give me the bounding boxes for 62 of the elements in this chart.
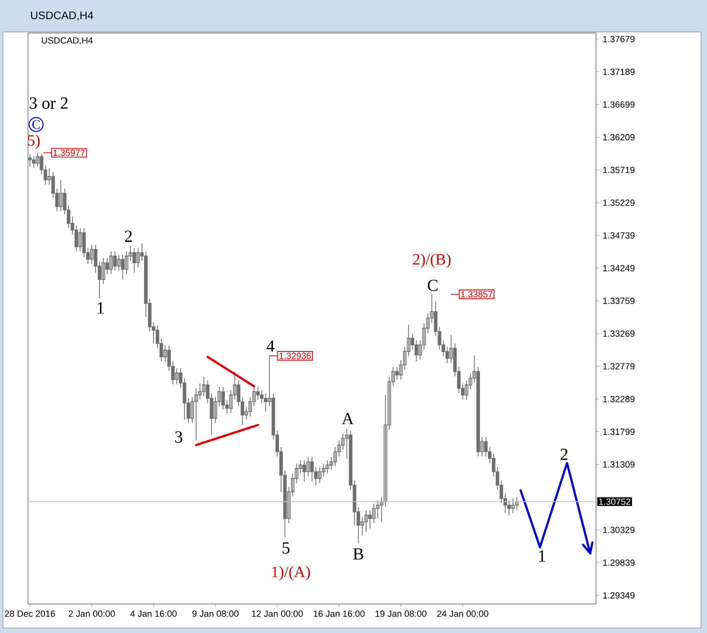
candlestick [132, 248, 136, 274]
candlestick [302, 460, 306, 482]
annotation: 1)/(A) [272, 566, 310, 580]
y-tick-label: 1.36209 [603, 134, 635, 140]
x-tick-label: 2 Jan 00:00 [68, 610, 115, 617]
annotation: 2 [560, 448, 568, 460]
annotation: 4 [266, 340, 274, 352]
candlestick [326, 460, 330, 474]
annotation: A [342, 412, 354, 424]
x-tick-label: 24 Jan 00:00 [437, 610, 488, 617]
y-tick-label: 1.29839 [603, 559, 635, 566]
y-tick-label: 1.33269 [603, 330, 635, 337]
annotation: 1 [539, 550, 546, 562]
annotation: 3 or 2 [30, 97, 68, 109]
candlestick [318, 466, 322, 484]
y-tick-label: 1.33759 [603, 298, 635, 304]
candlestick [28, 154, 32, 167]
chart-subtitle: USDCAD,H4 [42, 37, 93, 45]
y-tick-label: 1.37189 [603, 68, 635, 75]
y-tick-label: 1.34249 [603, 264, 635, 272]
annotation: 1.33857 [461, 291, 492, 298]
y-tick-label: 1.31309 [603, 461, 635, 468]
annotation: 1.35977 [53, 150, 85, 156]
y-tick-label: 1.29349 [603, 592, 635, 599]
y-tick-label: 1.35229 [603, 200, 635, 206]
y-tick-label: 1.31799 [603, 428, 635, 435]
x-tick-label: 9 Jan 08:00 [192, 610, 238, 617]
annotation: B [353, 548, 364, 560]
x-tick-label: 28 Dec 2016 [4, 610, 55, 617]
annotation: 2 [124, 230, 132, 242]
candlestick [120, 254, 124, 280]
candlestick [511, 498, 515, 514]
candlestick [364, 510, 368, 532]
y-tick-label: 1.34739 [603, 232, 635, 239]
annotation: C [32, 120, 40, 129]
annotation: 3 [175, 431, 182, 443]
y-tick-label: 1.36699 [603, 101, 635, 108]
y-tick-label: 1.37679 [603, 36, 635, 42]
y-tick-label: 1.32779 [603, 363, 635, 370]
candlestick [376, 500, 380, 519]
x-tick-label: 4 Jan 16:00 [130, 610, 177, 617]
x-tick-label: 12 Jan 00:00 [252, 610, 303, 617]
candlestick [109, 250, 113, 274]
chart-title: USDCAD,H4 [31, 11, 94, 21]
y-tick-label: 1.35719 [603, 166, 635, 174]
annotation: 5 [282, 542, 290, 554]
annotation: 1 [98, 302, 104, 314]
candlestick [59, 180, 63, 212]
candlestick [221, 386, 225, 410]
ref-line-label: 1.30752 [599, 498, 630, 505]
candlestick [194, 388, 198, 441]
candlestick [32, 156, 36, 168]
annotation: C [428, 280, 438, 292]
annotation: 1.32936 [280, 352, 311, 359]
y-tick-label: 1.30329 [603, 526, 635, 534]
y-tick-label: 1.32289 [603, 396, 635, 402]
annotation: 2)/(B) [413, 253, 451, 268]
candlestick [113, 250, 117, 272]
annotation: 5) [28, 134, 40, 150]
candlestick [310, 456, 314, 482]
x-tick-label: 16 Jan 16:00 [314, 610, 365, 617]
x-tick-label: 19 Jan 08:00 [376, 610, 426, 617]
